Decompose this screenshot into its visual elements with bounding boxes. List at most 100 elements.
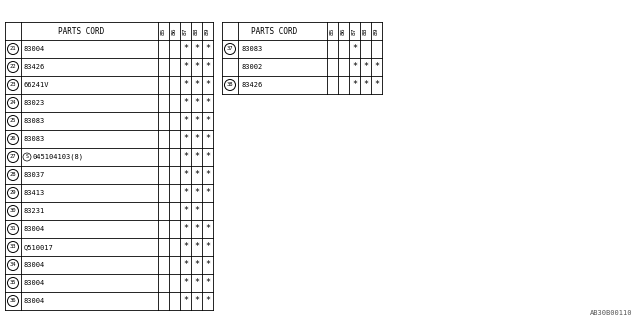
Text: *: * (183, 278, 188, 287)
Bar (5, 22, 213, 310)
Bar (222, 22, 382, 94)
Text: *: * (205, 171, 210, 180)
Text: *: * (183, 188, 188, 197)
Text: 045104103(8): 045104103(8) (33, 154, 83, 160)
Text: *: * (183, 62, 188, 71)
Text: *: * (205, 153, 210, 162)
Text: *: * (352, 44, 357, 53)
Text: 30: 30 (10, 209, 16, 213)
Text: 27: 27 (10, 155, 16, 159)
Text: *: * (183, 153, 188, 162)
Text: 29: 29 (10, 190, 16, 196)
Text: *: * (194, 99, 199, 108)
Text: 89: 89 (205, 27, 210, 35)
Text: 85: 85 (161, 27, 166, 35)
Text: *: * (194, 278, 199, 287)
Text: *: * (194, 243, 199, 252)
Text: *: * (183, 99, 188, 108)
Text: *: * (183, 243, 188, 252)
Text: *: * (183, 225, 188, 234)
Text: *: * (205, 225, 210, 234)
Text: 83413: 83413 (24, 190, 45, 196)
Text: 89: 89 (374, 27, 379, 35)
Text: *: * (194, 297, 199, 306)
Text: 35: 35 (10, 281, 16, 285)
Text: 22: 22 (10, 65, 16, 69)
Text: 36: 36 (10, 299, 16, 303)
Text: 34: 34 (10, 262, 16, 268)
Text: *: * (194, 116, 199, 125)
Text: *: * (205, 260, 210, 269)
Text: *: * (205, 188, 210, 197)
Text: *: * (194, 225, 199, 234)
Text: 83004: 83004 (24, 280, 45, 286)
Text: 83426: 83426 (24, 64, 45, 70)
Text: *: * (183, 44, 188, 53)
Text: *: * (194, 134, 199, 143)
Text: 83083: 83083 (24, 118, 45, 124)
Text: 83037: 83037 (24, 172, 45, 178)
Text: 21: 21 (10, 46, 16, 52)
Text: Q510017: Q510017 (24, 244, 54, 250)
Text: *: * (352, 81, 357, 90)
Text: *: * (194, 171, 199, 180)
Text: PARTS CORD: PARTS CORD (58, 27, 104, 36)
Text: *: * (205, 81, 210, 90)
Text: *: * (183, 206, 188, 215)
Text: 85: 85 (330, 27, 335, 35)
Text: *: * (205, 99, 210, 108)
Text: 88: 88 (363, 27, 368, 35)
Text: *: * (363, 62, 368, 71)
Text: *: * (374, 81, 379, 90)
Text: 83426: 83426 (241, 82, 262, 88)
Text: 23: 23 (10, 83, 16, 87)
Text: 83231: 83231 (24, 208, 45, 214)
Text: 38: 38 (227, 83, 233, 87)
Text: *: * (194, 153, 199, 162)
Text: *: * (183, 134, 188, 143)
Text: 25: 25 (10, 118, 16, 124)
Text: *: * (194, 206, 199, 215)
Text: 83023: 83023 (24, 100, 45, 106)
Text: 86: 86 (341, 27, 346, 35)
Text: *: * (205, 44, 210, 53)
Text: *: * (352, 62, 357, 71)
Text: *: * (183, 297, 188, 306)
Text: 87: 87 (352, 27, 357, 35)
Text: 37: 37 (227, 46, 233, 52)
Text: 83002: 83002 (241, 64, 262, 70)
Text: *: * (194, 44, 199, 53)
Text: *: * (194, 81, 199, 90)
Text: 83004: 83004 (24, 46, 45, 52)
Text: 83083: 83083 (24, 136, 45, 142)
Text: 33: 33 (10, 244, 16, 250)
Text: 88: 88 (194, 27, 199, 35)
Text: *: * (194, 260, 199, 269)
Text: *: * (205, 297, 210, 306)
Text: 83083: 83083 (241, 46, 262, 52)
Text: *: * (183, 116, 188, 125)
Text: *: * (183, 171, 188, 180)
Text: *: * (374, 62, 379, 71)
Text: 66241V: 66241V (24, 82, 49, 88)
Text: 83004: 83004 (24, 298, 45, 304)
Text: *: * (194, 62, 199, 71)
Text: 24: 24 (10, 100, 16, 106)
Text: *: * (363, 81, 368, 90)
Text: PARTS CORD: PARTS CORD (252, 27, 298, 36)
Text: *: * (205, 243, 210, 252)
Text: 87: 87 (183, 27, 188, 35)
Text: 28: 28 (10, 172, 16, 178)
Text: *: * (205, 116, 210, 125)
Text: *: * (205, 134, 210, 143)
Text: *: * (205, 278, 210, 287)
Text: 83004: 83004 (24, 226, 45, 232)
Text: 26: 26 (10, 137, 16, 141)
Text: 86: 86 (172, 27, 177, 35)
Text: 31: 31 (10, 227, 16, 231)
Text: *: * (205, 62, 210, 71)
Text: AB30B00110: AB30B00110 (589, 310, 632, 316)
Text: 83004: 83004 (24, 262, 45, 268)
Text: S: S (26, 155, 28, 159)
Text: *: * (183, 260, 188, 269)
